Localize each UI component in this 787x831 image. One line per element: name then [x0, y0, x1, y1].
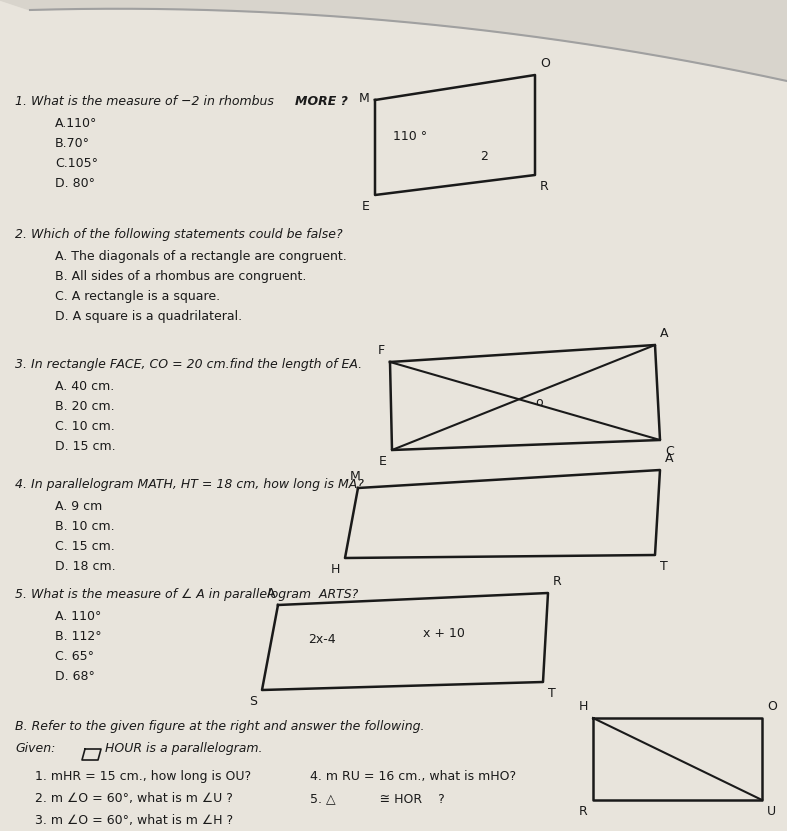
- Text: O: O: [767, 700, 777, 713]
- Text: D. 18 cm.: D. 18 cm.: [55, 560, 116, 573]
- Text: R: R: [553, 575, 562, 588]
- Text: 2: 2: [480, 150, 488, 163]
- Text: D. 68°: D. 68°: [55, 670, 95, 683]
- Text: 2. m ∠O = 60°, what is m ∠U ?: 2. m ∠O = 60°, what is m ∠U ?: [35, 792, 233, 805]
- Text: o: o: [535, 396, 542, 409]
- Text: E: E: [379, 455, 387, 468]
- Text: D. 15 cm.: D. 15 cm.: [55, 440, 116, 453]
- Text: D. A square is a quadrilateral.: D. A square is a quadrilateral.: [55, 310, 242, 323]
- Text: A. 40 cm.: A. 40 cm.: [55, 380, 114, 393]
- Text: 2x-4: 2x-4: [308, 633, 335, 646]
- Text: A: A: [660, 327, 668, 340]
- Text: 1. What is the measure of −2 in rhombus: 1. What is the measure of −2 in rhombus: [15, 95, 278, 108]
- Text: HOUR is a parallelogram.: HOUR is a parallelogram.: [105, 742, 263, 755]
- Text: A.110°: A.110°: [55, 117, 98, 130]
- Text: MORE ?: MORE ?: [295, 95, 348, 108]
- Text: 5. △           ≅ HOR    ?: 5. △ ≅ HOR ?: [310, 792, 445, 805]
- Text: R: R: [579, 805, 588, 818]
- Text: B. 112°: B. 112°: [55, 630, 102, 643]
- Text: D. 80°: D. 80°: [55, 177, 95, 190]
- Text: C. 10 cm.: C. 10 cm.: [55, 420, 115, 433]
- Text: A: A: [267, 587, 275, 600]
- Text: S: S: [249, 695, 257, 708]
- Text: C.105°: C.105°: [55, 157, 98, 170]
- Text: 2. Which of the following statements could be false?: 2. Which of the following statements cou…: [15, 228, 342, 241]
- Text: M: M: [359, 92, 370, 105]
- Text: C. A rectangle is a square.: C. A rectangle is a square.: [55, 290, 220, 303]
- Text: F: F: [378, 344, 385, 357]
- Text: T: T: [548, 687, 556, 700]
- Text: R: R: [540, 180, 549, 193]
- Text: A. 9 cm: A. 9 cm: [55, 500, 102, 513]
- Text: 1. mHR = 15 cm., how long is OU?: 1. mHR = 15 cm., how long is OU?: [35, 770, 251, 783]
- Text: 4. In parallelogram MATH, HT = 18 cm, how long is MA?: 4. In parallelogram MATH, HT = 18 cm, ho…: [15, 478, 364, 491]
- Text: C. 65°: C. 65°: [55, 650, 94, 663]
- Text: A: A: [665, 452, 674, 465]
- Text: T: T: [660, 560, 667, 573]
- Text: 3. m ∠O = 60°, what is m ∠H ?: 3. m ∠O = 60°, what is m ∠H ?: [35, 814, 233, 827]
- Text: x + 10: x + 10: [423, 627, 465, 640]
- Text: A. The diagonals of a rectangle are congruent.: A. The diagonals of a rectangle are cong…: [55, 250, 347, 263]
- Text: E: E: [362, 200, 370, 213]
- Text: B. All sides of a rhombus are congruent.: B. All sides of a rhombus are congruent.: [55, 270, 306, 283]
- Text: B.70°: B.70°: [55, 137, 90, 150]
- Text: A. 110°: A. 110°: [55, 610, 102, 623]
- Text: Given:: Given:: [15, 742, 55, 755]
- Text: 5. What is the measure of ∠ A in parallelogram  ARTS?: 5. What is the measure of ∠ A in paralle…: [15, 588, 358, 601]
- Text: 4. m RU = 16 cm., what is mHO?: 4. m RU = 16 cm., what is mHO?: [310, 770, 516, 783]
- Text: C. 15 cm.: C. 15 cm.: [55, 540, 115, 553]
- Text: H: H: [331, 563, 340, 576]
- Text: O: O: [540, 57, 550, 70]
- Text: 110 °: 110 °: [393, 130, 427, 143]
- Text: H: H: [578, 700, 588, 713]
- Text: 3. In rectangle FACE, CO = 20 cm.find the length of EA.: 3. In rectangle FACE, CO = 20 cm.find th…: [15, 358, 362, 371]
- Text: B. 10 cm.: B. 10 cm.: [55, 520, 115, 533]
- Text: M: M: [349, 470, 360, 483]
- Text: C: C: [665, 445, 674, 458]
- Polygon shape: [0, 0, 787, 81]
- Text: U: U: [767, 805, 776, 818]
- Text: B. 20 cm.: B. 20 cm.: [55, 400, 115, 413]
- Text: B. Refer to the given figure at the right and answer the following.: B. Refer to the given figure at the righ…: [15, 720, 424, 733]
